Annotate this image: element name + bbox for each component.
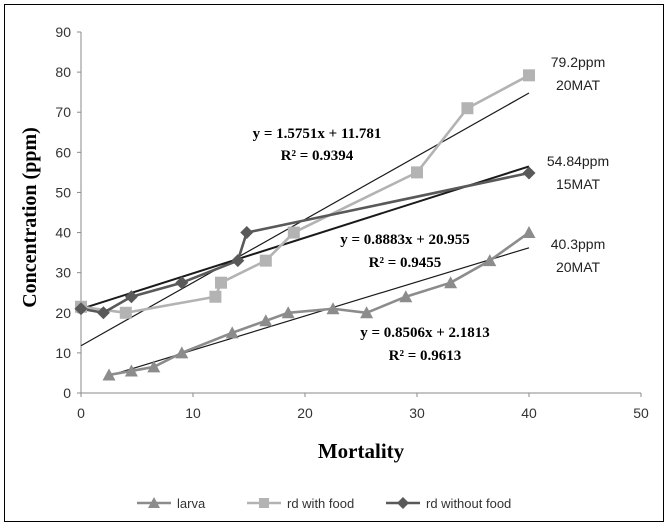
y-tick-label: 20 [55,305,71,321]
data-point-rd-with-food [523,69,535,82]
legend-marker [259,498,269,508]
annotation-mat: 20MAT [556,259,601,275]
y-tick-label: 80 [55,64,71,80]
data-point-rd-with-food [215,276,227,289]
trendline-equation: y = 1.5751x + 11.781 [253,126,382,142]
data-point-rd-without-food [175,276,189,290]
trendline-equation: y = 0.8506x + 2.1813 [360,325,490,341]
data-point-larva [281,306,295,319]
y-tick-label: 10 [55,345,71,361]
trendline-r-squared: R² = 0.9455 [369,255,442,271]
data-point-rd-without-food [74,302,88,316]
data-point-larva [175,346,189,359]
x-tick-label: 30 [409,405,425,421]
data-point-larva [483,254,497,267]
legend: larva rd with food rd without food [137,496,511,511]
legend-marker [397,497,409,509]
data-point-rd-without-food [522,166,536,180]
chart-frame: 0 10 20 30 40 50 60 70 80 90 0 10 20 30 40 50 Mortality C… [4,4,664,522]
annotation-mat: 20MAT [556,77,601,93]
data-point-rd-with-food [411,166,423,179]
x-axis-title: Mortality [318,439,405,463]
x-tick-label: 0 [77,405,85,421]
annotation-ppm: 54.84ppm [547,153,609,169]
data-point-larva [360,306,374,319]
y-tick-label: 60 [55,144,71,160]
y-tick-label: 70 [55,104,71,120]
annotation-mat: 15MAT [556,176,601,192]
legend-label: rd without food [426,496,511,511]
labels: y = 0.8506x + 2.1813 R² = 0.9613 y = 1.575… [253,54,610,364]
data-point-rd-with-food [461,102,474,115]
x-tick-label: 50 [633,405,649,421]
data-point-rd-without-food [231,254,245,268]
trendline-r-squared: R² = 0.9394 [281,148,354,164]
x-tick-label: 20 [297,405,313,421]
data-point-larva [102,368,116,381]
legend-label: larva [177,496,206,511]
y-tick-label: 40 [55,225,71,241]
annotation-ppm: 79.2ppm [551,54,605,70]
axes: 0 10 20 30 40 50 60 70 80 90 0 10 20 30 40 50 Mortality C… [19,24,649,463]
annotation-ppm: 40.3ppm [551,236,605,252]
scatter-chart: 0 10 20 30 40 50 60 70 80 90 0 10 20 30 40 50 Mortality C… [19,24,649,511]
y-tick-label: 90 [55,24,71,40]
data-points [74,69,536,381]
data-point-rd-without-food [96,306,110,320]
y-tick-label: 50 [55,184,71,200]
data-point-larva [522,226,536,239]
data-point-rd-with-food [287,226,300,239]
data-point-larva [225,326,239,339]
x-tick-label: 40 [521,405,537,421]
legend-label: rd with food [287,496,354,511]
data-point-larva [147,360,161,373]
trendline-r-squared: R² = 0.9613 [389,348,462,364]
y-tick-label: 30 [55,265,71,281]
data-point-rd-with-food [209,290,222,303]
data-point-rd-without-food [240,226,254,240]
trendline-equation: y = 0.8883x + 20.955 [340,232,470,248]
y-axis-title: Concentration (ppm) [19,127,41,308]
data-point-larva [326,302,340,315]
data-point-larva [444,276,458,289]
trendline-rd-without-food [80,165,530,310]
data-point-larva [259,314,273,327]
legend-marker [148,497,160,508]
data-point-larva [124,364,138,377]
data-point-rd-with-food [119,306,132,319]
x-tick-label: 10 [185,405,201,421]
y-tick-label: 0 [63,385,71,401]
data-point-rd-with-food [259,254,272,267]
data-point-larva [399,290,413,303]
